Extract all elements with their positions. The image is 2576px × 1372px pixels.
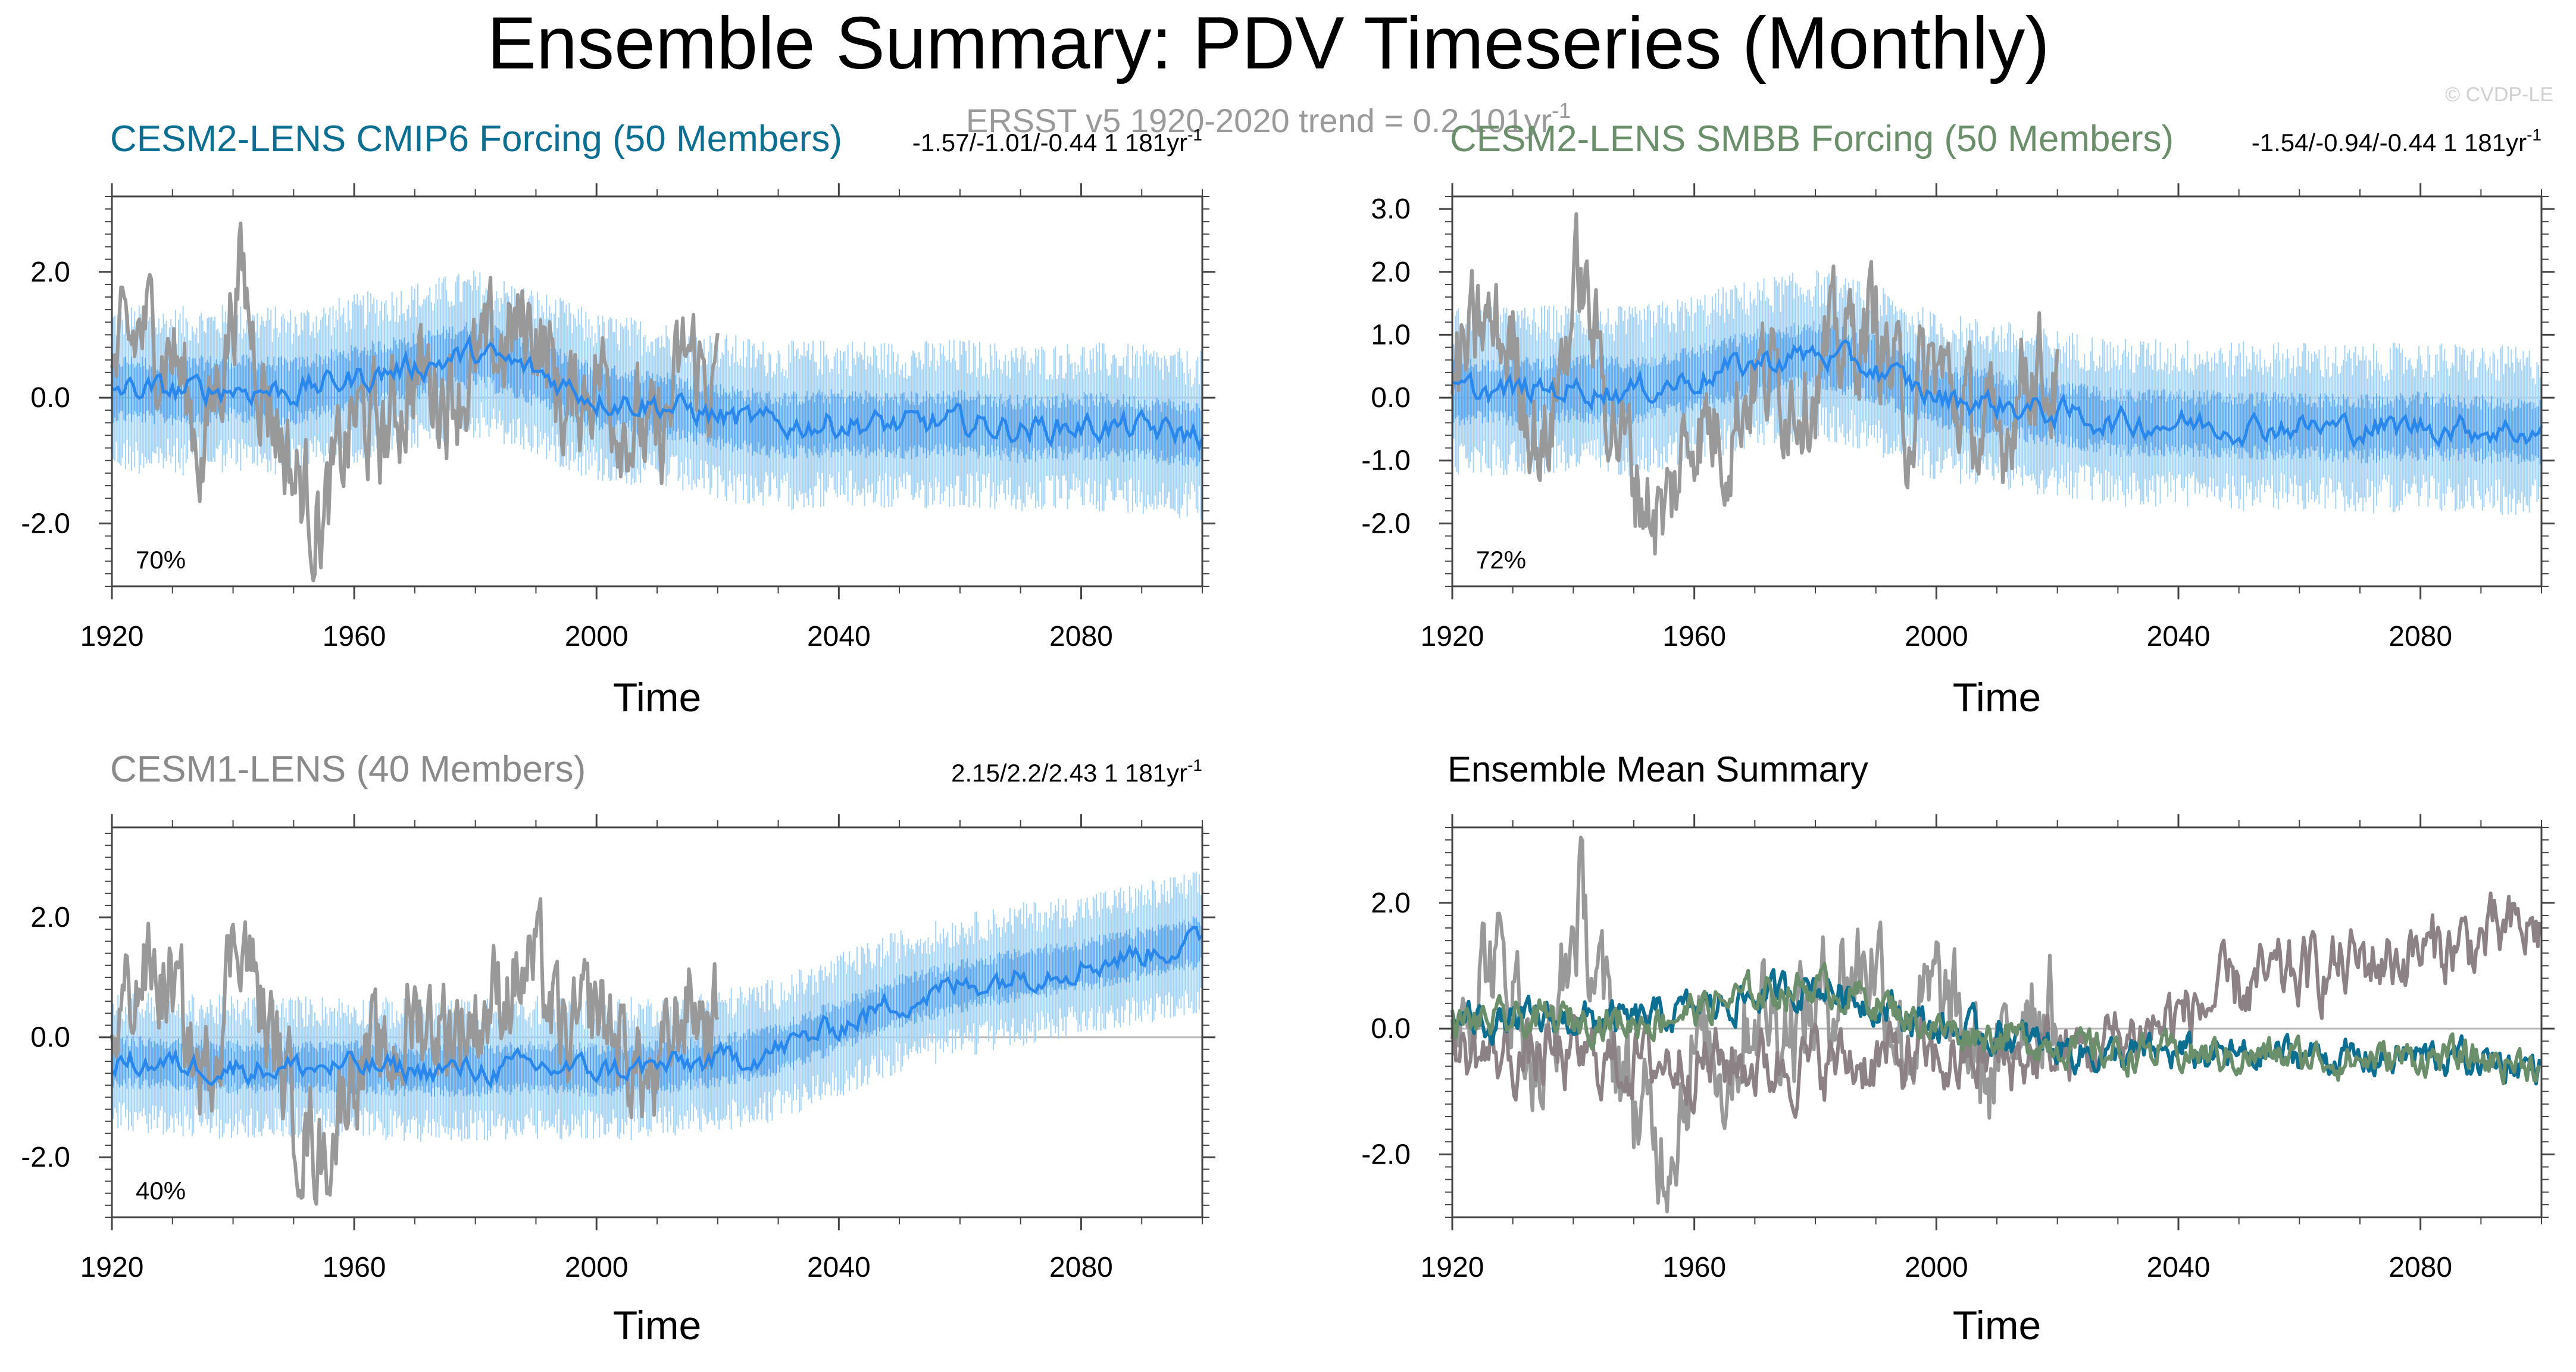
trend-sup-cesm1: -1	[1187, 756, 1202, 774]
x-tick-label: 1920	[80, 621, 144, 652]
percent-label: 70%	[136, 546, 186, 574]
x-tick-label: 1960	[323, 1252, 386, 1283]
x-axis-label: Time	[613, 1303, 702, 1348]
x-tick-label: 2000	[565, 1252, 629, 1283]
y-tick-label: -2.0	[21, 508, 70, 539]
panel-cesm2-smbb: CESM2-LENS SMBB Forcing (50 Members) -1.…	[1361, 118, 2555, 720]
trend-text-cesm2-smbb: -1.54/-0.94/-0.44 1 181yr	[2252, 129, 2527, 157]
trend-label-cesm1: 2.15/2.2/2.43 1 181yr-1	[951, 756, 1202, 787]
panel-cesm1: CESM1-LENS (40 Members) 2.15/2.2/2.43 1 …	[21, 749, 1215, 1348]
y-tick-label: -2.0	[1361, 508, 1411, 539]
y-tick-label: 2.0	[30, 257, 70, 288]
x-tick-label: 2080	[2389, 621, 2452, 652]
y-tick-label: 1.0	[1371, 319, 1411, 351]
y-tick-label: 0.0	[30, 1022, 70, 1054]
x-axis-label: Time	[1953, 675, 2042, 720]
x-tick-label: 2040	[807, 1252, 871, 1283]
x-tick-label: 2040	[2147, 1252, 2211, 1283]
ensemble-mean-line	[111, 333, 1204, 452]
x-tick-label: 2040	[2147, 621, 2211, 652]
trend-sup-cesm2-cmip6: -1	[1187, 126, 1202, 144]
ensemble-mean-line	[1452, 339, 2543, 449]
x-tick-label: 2080	[2389, 1252, 2452, 1283]
trend-text-cesm2-cmip6: -1.57/-1.01/-0.44 1 181yr	[912, 129, 1187, 157]
observed-line	[110, 897, 720, 1206]
y-tick-label: 0.0	[1371, 1013, 1411, 1045]
x-axis-label: Time	[1953, 1303, 2042, 1348]
panel-title-cesm2-smbb: CESM2-LENS SMBB Forcing (50 Members)	[1450, 118, 2174, 160]
observed-trend-text: ERSST v5 1920-2020 trend = 0.2 101yr	[966, 102, 1552, 139]
percent-label: 72%	[1476, 546, 1526, 574]
plot-ensemble-mean-summary: 1920 1960 2000 2040 2080 -2.0 0.0 2.0 Time	[1361, 814, 2555, 1348]
ensemble-range-band	[111, 871, 1203, 1142]
cesm2-smbb-mean-line	[1450, 962, 2541, 1086]
panel-title-ensemble-mean-summary: Ensemble Mean Summary	[1448, 749, 1868, 789]
panel-title-cesm2-cmip6: CESM2-LENS CMIP6 Forcing (50 Members)	[110, 118, 842, 160]
y-tick-label: 0.0	[1371, 382, 1411, 414]
trend-sup-cesm2-smbb: -1	[2527, 126, 2541, 144]
x-tick-label: 2040	[807, 621, 871, 652]
observed-line	[1450, 212, 2059, 556]
trend-label-cesm2-smbb: -1.54/-0.94/-0.44 1 181yr-1	[2252, 126, 2541, 157]
panel-ensemble-mean-summary: Ensemble Mean Summary 1920 1960 2000 2040 20…	[1361, 749, 2555, 1348]
observed-trend-label: ERSST v5 1920-2020 trend = 0.2 101yr-1	[966, 98, 1571, 139]
plot-cesm1: 40% 1920 1960 2000 2040 2080 -2.0 0.0 2.0 Time	[21, 814, 1215, 1348]
watermark: © CVDP-LE	[2445, 83, 2553, 106]
plot-cesm2-cmip6: 70% 1920 1960 2000 2040 2080 -2.0 0.0 2.0 Time	[21, 183, 1215, 720]
observed-trend-sup: -1	[1552, 98, 1571, 123]
trend-text-cesm1: 2.15/2.2/2.43 1 181yr	[951, 759, 1187, 787]
x-tick-label: 1920	[1421, 621, 1484, 652]
x-tick-label: 1960	[1662, 621, 1726, 652]
x-tick-label: 2000	[565, 621, 629, 652]
y-tick-label: -2.0	[21, 1142, 70, 1173]
x-axis-label: Time	[613, 675, 702, 720]
y-tick-label: -2.0	[1361, 1139, 1411, 1170]
ensemble-mean-line	[111, 926, 1203, 1089]
x-tick-label: 2080	[1049, 1252, 1113, 1283]
x-tick-label: 1960	[323, 621, 386, 652]
page-title: Ensemble Summary: PDV Timeseries (Monthl…	[487, 2, 2049, 85]
y-tick-label: 2.0	[30, 902, 70, 933]
x-tick-label: 1920	[80, 1252, 144, 1283]
y-tick-label: 3.0	[1371, 193, 1411, 225]
panel-cesm2-cmip6: CESM2-LENS CMIP6 Forcing (50 Members) -1…	[21, 118, 1215, 720]
x-tick-label: 2000	[1905, 621, 1968, 652]
panel-title-cesm1: CESM1-LENS (40 Members)	[110, 749, 586, 790]
x-tick-label: 2000	[1905, 1252, 1968, 1283]
plot-cesm2-smbb: 72% 1920 1960 2000 2040 2080 -2.0 -1.0 0.0 1.0 2.0…	[1361, 183, 2555, 720]
y-tick-label: 2.0	[1371, 887, 1411, 919]
percent-label: 40%	[136, 1177, 186, 1205]
y-tick-label: 0.0	[30, 382, 70, 414]
trend-label-cesm2-cmip6: -1.57/-1.01/-0.44 1 181yr-1	[912, 126, 1202, 157]
x-tick-label: 2080	[1049, 621, 1113, 652]
x-tick-label: 1920	[1421, 1252, 1484, 1283]
x-tick-label: 1960	[1662, 1252, 1726, 1283]
y-tick-label: 2.0	[1371, 257, 1411, 288]
y-tick-label: -1.0	[1361, 445, 1411, 477]
